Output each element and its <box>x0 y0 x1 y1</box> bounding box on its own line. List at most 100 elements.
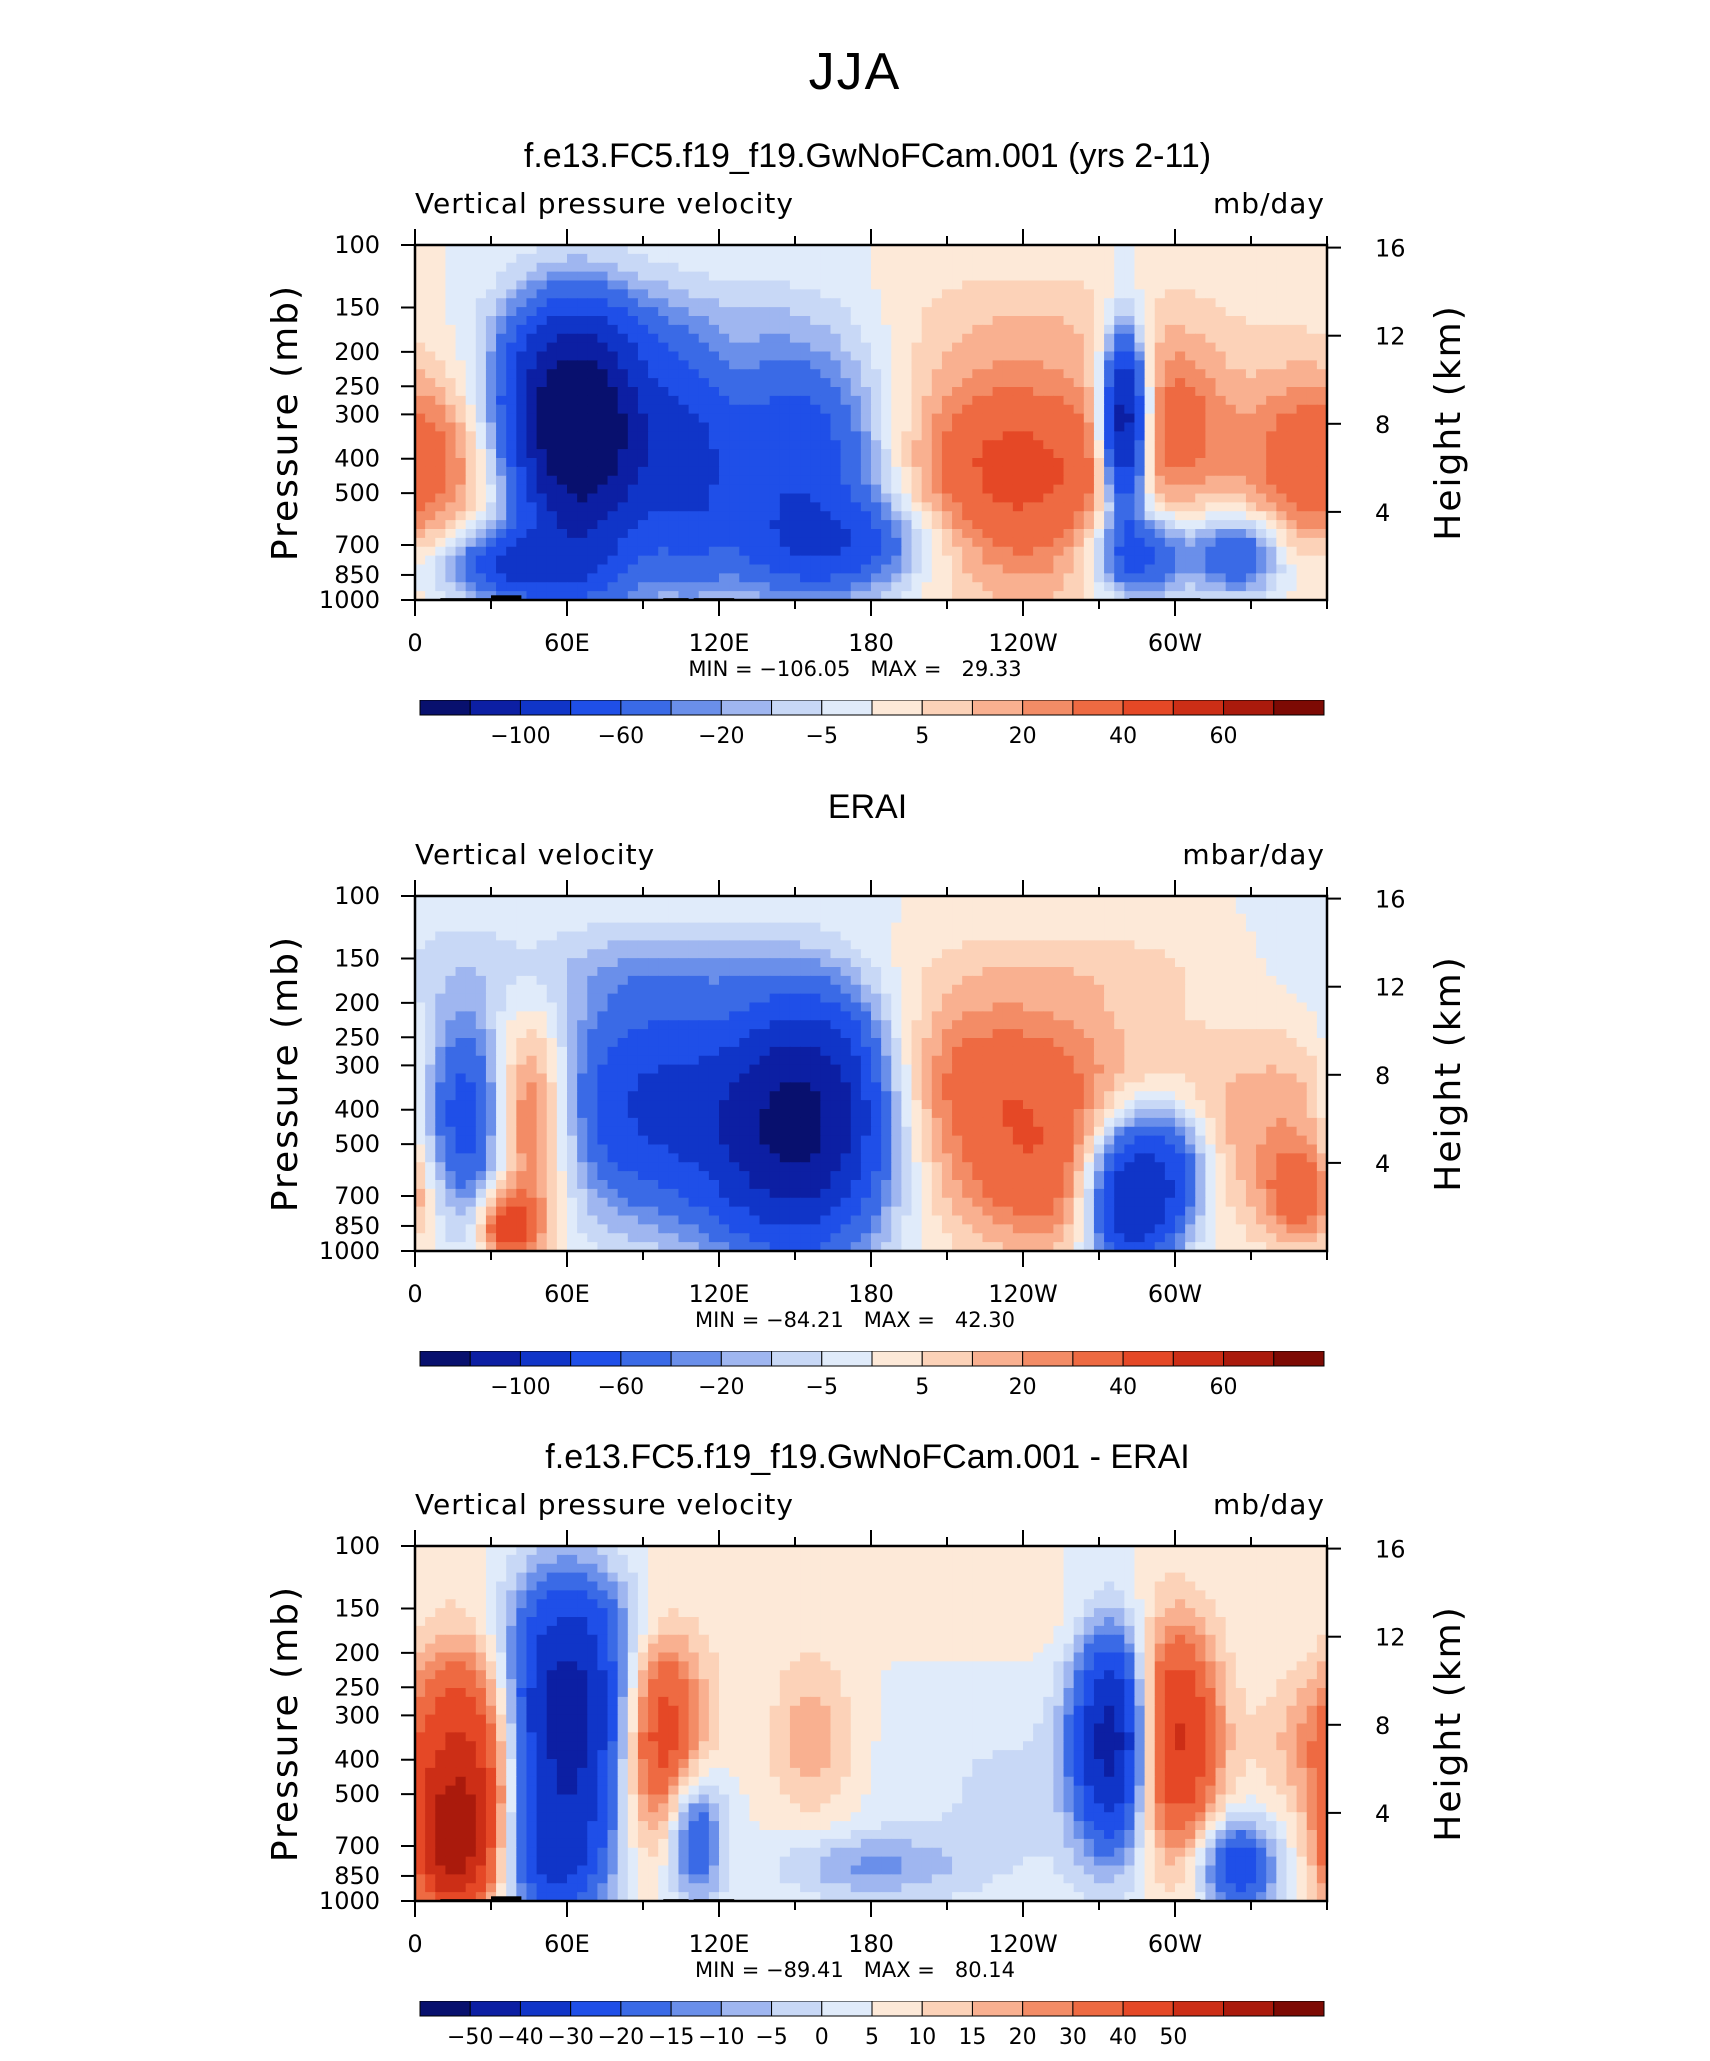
heatmap-cell <box>1003 949 1014 958</box>
heatmap-cell <box>516 414 527 423</box>
heatmap-cell <box>1114 502 1125 511</box>
heatmap-cell <box>466 520 477 529</box>
heatmap-cell <box>901 976 912 985</box>
heatmap-cell <box>699 289 710 298</box>
heatmap-cell <box>658 272 669 281</box>
heatmap-cell <box>962 343 973 352</box>
heatmap-cell <box>1043 976 1054 985</box>
heatmap-cell <box>982 502 993 511</box>
heatmap-cell <box>790 494 801 503</box>
heatmap-cell <box>942 263 953 272</box>
heatmap-cell <box>1195 423 1206 432</box>
heatmap-cell <box>1023 325 1034 334</box>
heatmap-cell <box>1205 378 1216 387</box>
heatmap-cell <box>678 967 689 976</box>
heatmap-cell <box>962 307 973 316</box>
heatmap-cell <box>841 396 852 405</box>
heatmap-cell <box>1094 923 1105 932</box>
heatmap-cell <box>1033 449 1044 458</box>
heatmap-cell <box>506 360 517 369</box>
heatmap-cell <box>668 414 679 423</box>
heatmap-cell <box>577 414 588 423</box>
heatmap-cell <box>608 949 619 958</box>
heatmap-cell <box>435 529 446 538</box>
heatmap-cell <box>719 281 730 290</box>
heatmap-cell <box>932 538 943 547</box>
heatmap-cell <box>760 316 771 325</box>
heatmap-cell <box>1216 520 1227 529</box>
heatmap-cell <box>689 994 700 1003</box>
heatmap-cell <box>922 967 933 976</box>
heatmap-cell <box>1114 263 1125 272</box>
heatmap-cell <box>709 458 720 467</box>
heatmap-cell <box>648 556 659 565</box>
heatmap-cell <box>1307 538 1318 547</box>
heatmap-cell <box>942 298 953 307</box>
heatmap-cell <box>1165 298 1176 307</box>
heatmap-cell <box>780 431 791 440</box>
heatmap-cell <box>678 378 689 387</box>
heatmap-cell <box>1256 940 1267 949</box>
heatmap-cell <box>901 281 912 290</box>
heatmap-cell <box>1246 396 1257 405</box>
heatmap-cell <box>567 360 578 369</box>
heatmap-cell <box>749 511 760 520</box>
heatmap-cell <box>476 967 487 976</box>
heatmap-cell <box>1266 511 1277 520</box>
heatmap-cell <box>922 547 933 556</box>
heatmap-cell <box>567 289 578 298</box>
heatmap-cell <box>982 994 993 1003</box>
heatmap-cell <box>871 985 882 994</box>
heatmap-cell <box>1023 905 1034 914</box>
heatmap-cell <box>1033 967 1044 976</box>
heatmap-cell <box>597 396 608 405</box>
heatmap-cell <box>982 245 993 254</box>
heatmap-cell <box>516 458 527 467</box>
heatmap-cell <box>810 502 821 511</box>
heatmap-cell <box>516 914 527 923</box>
heatmap-cell <box>780 905 791 914</box>
heatmap-cell <box>678 529 689 538</box>
heatmap-cell <box>658 565 669 574</box>
heatmap-cell <box>1307 360 1318 369</box>
heatmap-cell <box>1276 511 1287 520</box>
heatmap-cell <box>709 538 720 547</box>
heatmap-cell <box>1256 396 1267 405</box>
heatmap-cell <box>1043 994 1054 1003</box>
heatmap-cell <box>739 1003 750 1012</box>
heatmap-cell <box>841 343 852 352</box>
heatmap-cell <box>891 1003 902 1012</box>
heatmap-cell <box>1134 289 1145 298</box>
heatmap-cell <box>1165 396 1176 405</box>
heatmap-cell <box>1246 352 1257 361</box>
heatmap-cell <box>1023 352 1034 361</box>
heatmap-cell <box>435 298 446 307</box>
heatmap-cell <box>567 440 578 449</box>
heatmap-cell <box>466 1003 477 1012</box>
heatmap-cell <box>466 905 477 914</box>
heatmap-cell <box>962 932 973 941</box>
heatmap-cell <box>699 967 710 976</box>
heatmap-cell <box>618 316 629 325</box>
heatmap-cell <box>1094 414 1105 423</box>
heatmap-cell <box>1064 994 1075 1003</box>
heatmap-cell <box>1155 440 1166 449</box>
heatmap-cell <box>1124 940 1135 949</box>
heatmap-cell <box>526 1011 537 1020</box>
heatmap-cell <box>587 547 598 556</box>
heatmap-cell <box>1094 582 1105 591</box>
heatmap-cell <box>861 905 872 914</box>
heatmap-cell <box>891 307 902 316</box>
heatmap-cell <box>901 932 912 941</box>
heatmap-cell <box>486 529 497 538</box>
figure-title: JJA <box>0 42 1710 102</box>
heatmap-cell <box>760 949 771 958</box>
heatmap-cell <box>668 325 679 334</box>
heatmap-cell <box>1084 582 1095 591</box>
heatmap-cell <box>1134 976 1145 985</box>
heatmap-cell <box>1256 547 1267 556</box>
heatmap-cell <box>1256 272 1267 281</box>
heatmap-cell <box>962 582 973 591</box>
heatmap-cell <box>1033 325 1044 334</box>
heatmap-cell <box>1216 985 1227 994</box>
